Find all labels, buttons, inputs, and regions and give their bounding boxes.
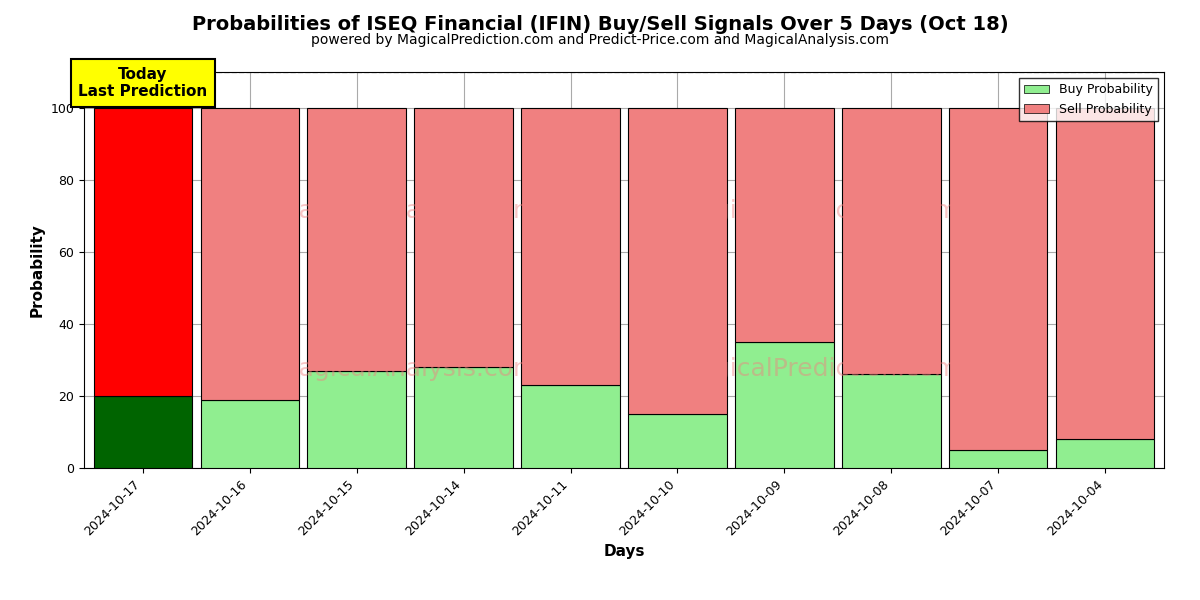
X-axis label: Days: Days xyxy=(604,544,644,559)
Bar xyxy=(629,108,727,414)
Bar xyxy=(521,108,619,385)
Bar xyxy=(1056,108,1154,439)
Bar xyxy=(414,367,512,468)
Bar xyxy=(307,371,406,468)
Bar xyxy=(94,396,192,468)
Text: MagicalPrediction.com: MagicalPrediction.com xyxy=(678,357,959,381)
Bar xyxy=(414,108,512,367)
Text: MagicalAnalysis.com: MagicalAnalysis.com xyxy=(278,357,538,381)
Bar xyxy=(736,108,834,342)
Text: Today
Last Prediction: Today Last Prediction xyxy=(78,67,208,99)
Bar xyxy=(949,450,1048,468)
Text: Probabilities of ISEQ Financial (IFIN) Buy/Sell Signals Over 5 Days (Oct 18): Probabilities of ISEQ Financial (IFIN) B… xyxy=(192,15,1008,34)
Legend: Buy Probability, Sell Probability: Buy Probability, Sell Probability xyxy=(1019,78,1158,121)
Text: powered by MagicalPrediction.com and Predict-Price.com and MagicalAnalysis.com: powered by MagicalPrediction.com and Pre… xyxy=(311,33,889,47)
Bar xyxy=(1056,439,1154,468)
Bar xyxy=(307,108,406,371)
Bar xyxy=(521,385,619,468)
Bar xyxy=(94,108,192,396)
Y-axis label: Probability: Probability xyxy=(30,223,44,317)
Bar xyxy=(736,342,834,468)
Text: MagicalPrediction.com: MagicalPrediction.com xyxy=(678,199,959,223)
Bar xyxy=(200,400,299,468)
Bar xyxy=(842,374,941,468)
Bar xyxy=(200,108,299,400)
Bar xyxy=(949,108,1048,450)
Bar xyxy=(842,108,941,374)
Bar xyxy=(629,414,727,468)
Text: MagicalAnalysis.com: MagicalAnalysis.com xyxy=(278,199,538,223)
